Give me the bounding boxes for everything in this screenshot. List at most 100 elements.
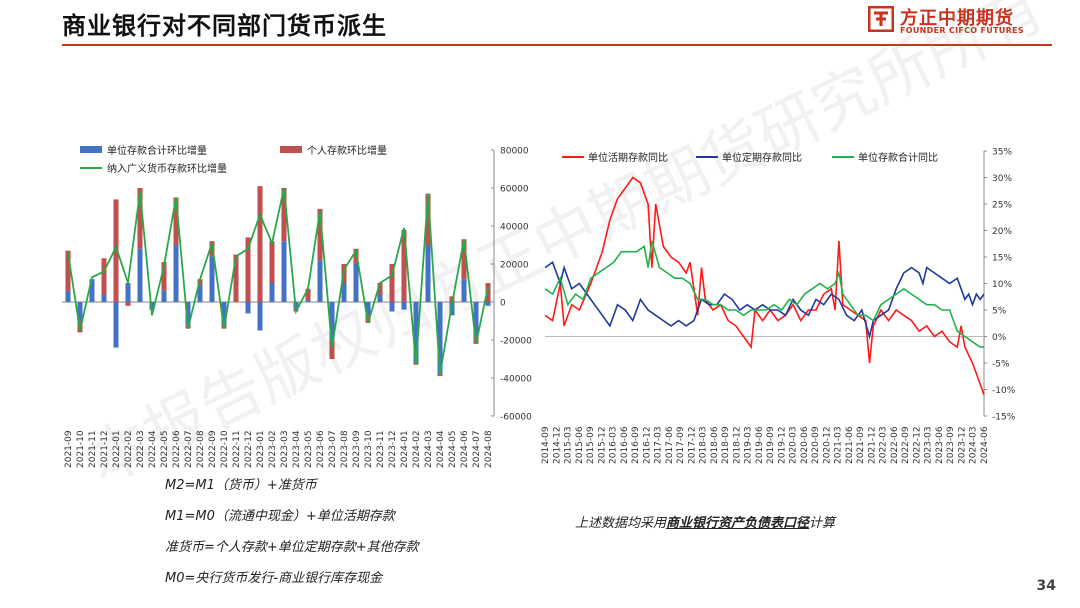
left-chart-y-tick-label: -20000: [500, 337, 532, 347]
left-chart-x-tick-label: 2022-03: [136, 430, 146, 468]
right-chart-y-tick-label: 0%: [992, 333, 1007, 343]
right-chart-y-tick-label: 15%: [992, 254, 1012, 264]
right-chart-x-tick-label: 2016-03: [609, 426, 619, 464]
left-chart-x-tick-label: 2022-07: [184, 430, 194, 468]
right-chart-x-tick-label: 2017-12: [687, 426, 697, 464]
right-chart-x-tick-label: 2019-09: [766, 426, 776, 464]
left-chart-x-tick-label: 2022-11: [232, 430, 242, 468]
bar-unit-deposit: [173, 245, 179, 302]
bar-personal-deposit: [65, 250, 71, 291]
left-chart-x-tick-label: 2023-04: [292, 430, 302, 468]
note-quasi-money: 准货币=个人存款+单位定期存款+其他存款: [165, 540, 419, 555]
bar-unit-deposit: [485, 302, 491, 306]
left-chart-x-tick-label: 2021-10: [76, 430, 86, 468]
right-chart-x-tick-label: 2018-03: [699, 426, 709, 464]
right-chart-x-tick-label: 2023-06: [935, 426, 945, 464]
right-chart-x-tick-label: 2022-06: [890, 426, 900, 464]
note-m2: M2=M1（货币）+准货币: [165, 478, 317, 493]
left-chart-y-tick-label: -40000: [500, 375, 532, 385]
right-chart-x-tick-label: 2021-09: [856, 426, 866, 464]
right-chart-x-tick-label: 2020-03: [789, 426, 799, 464]
left-chart-x-tick-label: 2021-12: [100, 430, 110, 468]
right-chart-x-tick-label: 2015-12: [597, 426, 607, 464]
right-chart-y-tick-label: 10%: [992, 280, 1012, 290]
left-chart-x-tick-label: 2022-09: [208, 430, 218, 468]
left-chart-x-tick-label: 2023-06: [316, 430, 326, 468]
source-emphasis: 商业银行资产负债表口径: [666, 516, 810, 531]
bar-personal-deposit: [245, 237, 251, 302]
left-chart-x-tick-label: 2023-09: [352, 430, 362, 468]
bar-personal-deposit: [461, 239, 467, 280]
bar-unit-deposit: [137, 248, 143, 302]
left-chart-x-tick-label: 2023-10: [364, 430, 374, 468]
left-chart-x-tick-label: 2021-11: [88, 430, 98, 468]
right-chart-y-tick-label: 20%: [992, 227, 1012, 237]
bar-unit-deposit: [365, 302, 371, 316]
logo-mark-icon: [868, 6, 894, 32]
left-chart-x-tick-label: 2022-01: [112, 430, 122, 468]
bar-unit-deposit: [353, 264, 359, 302]
bar-unit-deposit: [77, 302, 83, 321]
bar-unit-deposit: [209, 256, 215, 302]
bar-unit-deposit: [461, 279, 467, 302]
bar-personal-deposit: [281, 188, 287, 242]
right-chart-x-tick-label: 2019-12: [777, 426, 787, 464]
right-chart-x-tick-label: 2015-03: [564, 426, 574, 464]
left-chart-x-tick-label: 2023-11: [376, 430, 386, 468]
left-chart-x-tick-label: 2021-09: [64, 430, 74, 468]
left-chart-x-tick-label: 2024-04: [436, 430, 446, 468]
right-chart-x-tick-label: 2014-12: [552, 426, 562, 464]
legend-swatch-personal-deposit: [280, 146, 302, 153]
logo-english-name: FOUNDER CIFCO FUTURES: [900, 26, 1024, 35]
line-broad-money-deposit: [67, 187, 489, 375]
right-chart-x-tick-label: 2022-12: [912, 426, 922, 464]
title-underline: [62, 44, 1052, 46]
bar-unit-deposit: [317, 260, 323, 302]
data-source-note: 上述数据均采用商业银行资产负债表口径计算: [575, 512, 835, 531]
bar-unit-deposit: [305, 300, 311, 302]
bar-personal-deposit: [317, 208, 323, 261]
right-chart-x-tick-label: 2017-09: [676, 426, 686, 464]
bar-personal-deposit: [233, 254, 239, 302]
left-chart-y-tick-label: 0: [500, 299, 506, 309]
left-chart-y-tick-label: 40000: [500, 223, 529, 233]
left-chart-y-tick-label: 80000: [500, 147, 529, 157]
right-chart-x-tick-label: 2016-12: [642, 426, 652, 464]
bar-personal-deposit: [161, 262, 167, 291]
bar-personal-deposit: [377, 283, 383, 295]
right-chart-y-tick-label: -10%: [992, 386, 1016, 396]
bar-personal-deposit: [137, 188, 143, 249]
right-chart-x-tick-label: 2020-12: [822, 426, 832, 464]
line-time-deposit-yoy: [544, 261, 985, 340]
bar-personal-deposit: [305, 288, 311, 301]
bar-personal-deposit: [389, 264, 395, 302]
right-chart-x-tick-label: 2024-03: [969, 426, 979, 464]
bar-unit-deposit: [413, 302, 419, 363]
bar-unit-deposit: [185, 302, 191, 325]
left-chart-x-tick-label: 2024-02: [412, 430, 422, 468]
legend-label-personal-deposit: 个人存款环比增量: [307, 144, 387, 157]
bar-personal-deposit: [485, 283, 491, 302]
right-chart-y-tick-label: -15%: [992, 413, 1016, 423]
right-chart-x-tick-label: 2015-09: [586, 426, 596, 464]
right-chart-x-tick-label: 2019-06: [755, 426, 765, 464]
note-m1: M1=M0（流通中现金）+单位活期存款: [165, 509, 395, 524]
bar-personal-deposit: [101, 258, 107, 295]
bar-unit-deposit: [89, 279, 95, 302]
bar-unit-deposit: [149, 302, 155, 310]
left-chart-x-tick-label: 2024-05: [448, 430, 458, 468]
right-chart-x-tick-label: 2023-03: [924, 426, 934, 464]
source-suffix: 计算: [809, 516, 836, 531]
right-chart-x-tick-label: 2024-06: [980, 426, 990, 464]
bar-personal-deposit: [125, 302, 131, 306]
bar-unit-deposit: [473, 302, 479, 337]
right-chart-x-tick-label: 2021-03: [834, 426, 844, 464]
right-chart-x-tick-label: 2019-03: [744, 426, 754, 464]
left-chart-x-tick-label: 2024-08: [484, 430, 494, 468]
bar-unit-deposit: [245, 302, 251, 314]
right-chart-y-tick-label: 5%: [992, 307, 1007, 317]
left-chart-x-tick-label: 2022-12: [244, 430, 254, 468]
bar-unit-deposit: [437, 302, 443, 375]
right-chart-x-tick-label: 2014-09: [541, 426, 551, 464]
right-chart-x-tick-label: 2023-12: [957, 426, 967, 464]
